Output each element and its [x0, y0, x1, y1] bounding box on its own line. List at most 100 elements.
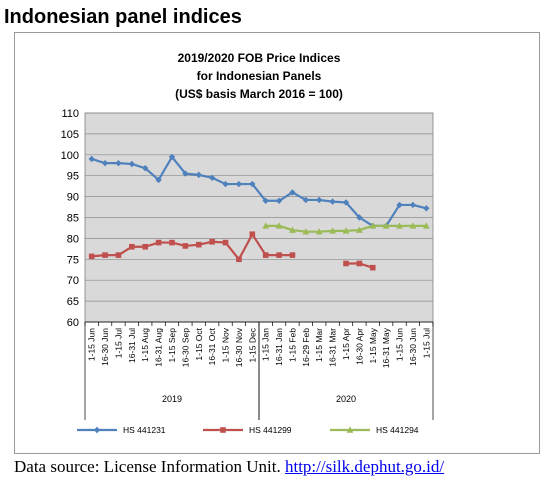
legend-label: HS 441231 — [123, 425, 166, 435]
series-group — [88, 153, 430, 271]
data-point — [222, 239, 229, 246]
data-point — [88, 253, 95, 260]
data-point — [262, 222, 270, 229]
data-point — [101, 159, 109, 167]
data-point — [315, 228, 323, 235]
x-tick-label: 16-30 Apr — [354, 328, 364, 365]
x-tick-label: 16-31 Aug — [154, 328, 164, 367]
data-point — [142, 243, 149, 250]
data-point — [142, 164, 149, 172]
x-tick-label: 1-15 Apr — [341, 328, 351, 360]
data-point — [220, 427, 226, 433]
legend-item: HS 441299 — [203, 425, 292, 435]
data-point — [409, 201, 417, 209]
x-tick-label: 1-15 Dec — [247, 327, 257, 362]
data-point — [369, 264, 376, 271]
y-tick-label: 85 — [67, 213, 79, 225]
data-point — [262, 252, 269, 258]
legend-label: HS 441294 — [376, 425, 419, 435]
x-tick-label: 1-15 Aug — [140, 328, 150, 362]
data-point — [182, 243, 189, 249]
chart-title: 2019/2020 FOB Price Indices for Indonesia… — [175, 51, 343, 101]
x-tick-label: 1-15 Jan — [261, 328, 271, 361]
data-point — [208, 174, 216, 181]
data-point — [115, 159, 122, 167]
data-source-link[interactable]: http://silk.dephut.go.id/ — [284, 457, 445, 476]
year-group-label: 2019 — [162, 394, 182, 404]
data-source-text: Data source: License Information Unit. — [14, 457, 285, 476]
x-tick-label: 1-15 Jun — [395, 328, 405, 361]
data-point — [382, 222, 390, 229]
data-point — [155, 176, 162, 184]
data-point — [128, 160, 136, 168]
data-point — [129, 243, 135, 250]
data-point — [423, 205, 430, 212]
data-point — [409, 222, 417, 229]
data-point — [115, 252, 122, 258]
legend: HS 441231 HS 441299 HS 441294 — [77, 425, 419, 435]
data-point — [356, 214, 363, 221]
data-point — [346, 426, 354, 433]
x-tick-label: 1-15 Sep — [167, 328, 177, 363]
y-tick-label: 100 — [61, 150, 79, 162]
chart-title-line: 2019/2020 FOB Price Indices — [178, 51, 341, 65]
data-point — [236, 256, 242, 263]
x-tick-label: 16-30 Jun — [100, 328, 110, 366]
y-tick-label: 60 — [67, 317, 79, 329]
y-tick-label: 75 — [67, 254, 79, 266]
y-tick-label: 65 — [67, 296, 79, 308]
data-point — [316, 196, 323, 204]
x-tick-label: 16-30 Nov — [234, 327, 244, 367]
data-point — [195, 171, 202, 179]
x-tick-label: 16-31 Oct — [207, 327, 217, 365]
data-point — [302, 196, 310, 204]
series-path — [91, 233, 293, 261]
data-point — [168, 153, 176, 161]
legend-item: HS 441231 — [77, 425, 166, 435]
y-tick-label: 90 — [67, 192, 79, 204]
data-point — [249, 231, 256, 238]
data-point — [289, 189, 296, 196]
data-point — [356, 260, 363, 267]
series-line — [88, 153, 430, 230]
y-tick-label: 70 — [67, 275, 79, 287]
series-line — [262, 222, 430, 235]
x-tick-label: 16-31 Jan — [274, 328, 284, 366]
legend-label: HS 441299 — [249, 425, 292, 435]
series-line — [88, 231, 376, 271]
data-point — [88, 155, 95, 163]
data-point — [262, 197, 269, 204]
y-axis: 60 65 70 75 80 85 90 95 100 105 110 — [61, 108, 79, 329]
y-tick-label: 95 — [67, 171, 79, 183]
y-tick-label: 80 — [67, 233, 79, 245]
data-point — [343, 260, 349, 267]
chart-frame: 2019/2020 FOB Price Indices for Indonesia… — [14, 32, 540, 454]
data-point — [329, 198, 336, 205]
x-tick-label: 1-15 Mar — [314, 328, 324, 362]
page-heading: Indonesian panel indices — [4, 6, 242, 28]
x-tick-label: 16-30 Jun — [408, 328, 418, 366]
x-tick-label: 16-31 Mar — [328, 328, 338, 367]
data-point — [275, 197, 283, 204]
chart-svg: 2019/2020 FOB Price Indices for Indonesia… — [61, 51, 434, 435]
data-point — [276, 252, 282, 258]
y-tick-label: 105 — [61, 129, 79, 141]
x-tick-label: 1-15 Jul — [421, 328, 431, 358]
series-path — [91, 155, 427, 227]
data-point — [102, 252, 108, 258]
year-group-label: 2020 — [336, 394, 356, 404]
data-point — [329, 227, 337, 234]
data-point — [396, 222, 403, 229]
data-point — [342, 199, 350, 206]
data-point — [289, 252, 296, 258]
data-point — [195, 241, 202, 248]
legend-item: HS 441294 — [330, 425, 419, 435]
x-tick-label: 16-31 Jul — [127, 328, 137, 363]
x-tick-label: 1-15 Oct — [194, 327, 204, 360]
x-tick-label: 1-15 Nov — [221, 327, 231, 362]
data-point — [235, 180, 243, 188]
data-point — [302, 228, 310, 235]
x-tick-label: 1-15 Feb — [287, 328, 297, 362]
data-point — [93, 426, 101, 434]
data-point — [275, 222, 283, 229]
